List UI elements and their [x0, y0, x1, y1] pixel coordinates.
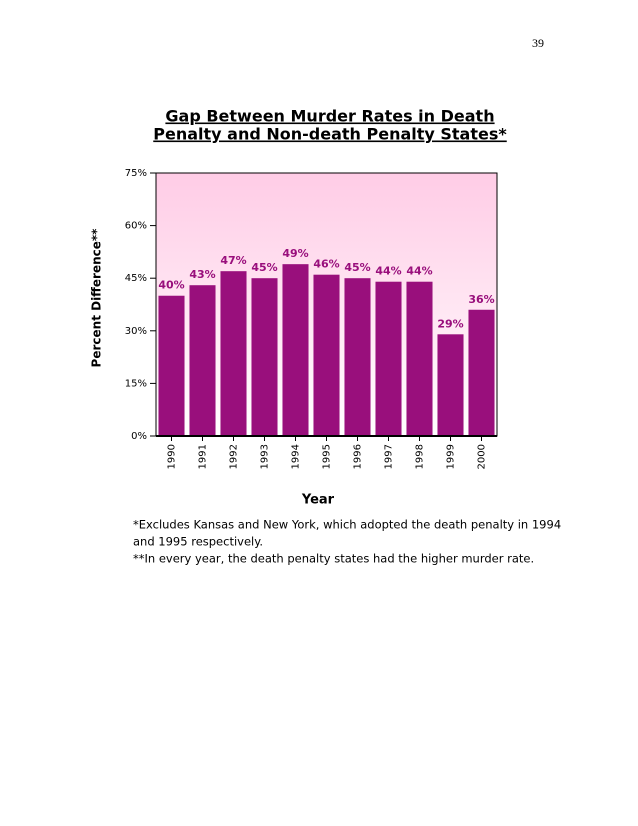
x-tick-label: 1996 — [353, 444, 364, 469]
y-tick-label: 75% — [125, 168, 147, 179]
y-tick-label: 60% — [125, 221, 147, 232]
data-label: 44% — [375, 265, 401, 278]
bar — [158, 295, 185, 436]
x-tick-label: 1990 — [167, 444, 178, 469]
y-tick-label: 30% — [125, 326, 147, 337]
bar — [375, 281, 402, 436]
data-label: 45% — [344, 261, 370, 274]
bar — [189, 285, 216, 436]
chart-title: Gap Between Murder Rates in Death — [165, 107, 494, 126]
footnote: and 1995 respectively. — [133, 535, 263, 549]
bar — [251, 278, 278, 436]
x-tick-label: 1995 — [322, 444, 333, 469]
bar — [313, 274, 340, 436]
bar — [282, 264, 309, 436]
page-number: 39 — [532, 36, 544, 50]
bar — [344, 278, 371, 436]
footnote: **In every year, the death penalty state… — [133, 552, 534, 566]
y-axis-label: Percent Difference** — [90, 228, 104, 368]
y-tick-label: 15% — [125, 378, 147, 389]
data-label: 29% — [437, 317, 463, 330]
data-label: 47% — [220, 254, 246, 267]
data-label: 40% — [158, 279, 184, 292]
x-tick-label: 1992 — [229, 444, 240, 469]
bar — [437, 334, 464, 436]
data-label: 36% — [468, 293, 494, 306]
bar — [220, 271, 247, 436]
x-tick-label: 1994 — [291, 444, 302, 469]
data-label: 49% — [282, 247, 308, 260]
x-axis-label: Year — [301, 493, 335, 508]
y-tick-label: 45% — [125, 273, 147, 284]
x-tick-label: 2000 — [477, 444, 488, 469]
data-label: 44% — [406, 265, 432, 278]
x-tick-label: 1997 — [384, 444, 395, 469]
data-label: 43% — [189, 268, 215, 281]
bar — [468, 309, 495, 436]
bar — [406, 281, 433, 436]
x-tick-label: 1998 — [415, 444, 426, 469]
x-tick-label: 1993 — [260, 444, 271, 469]
data-label: 46% — [313, 258, 339, 271]
data-label: 45% — [251, 261, 277, 274]
x-tick-label: 1999 — [446, 444, 457, 469]
footnote: *Excludes Kansas and New York, which ado… — [133, 518, 561, 532]
y-tick-label: 0% — [131, 431, 147, 442]
x-tick-label: 1991 — [198, 444, 209, 469]
chart-title: Penalty and Non-death Penalty States* — [153, 125, 507, 144]
